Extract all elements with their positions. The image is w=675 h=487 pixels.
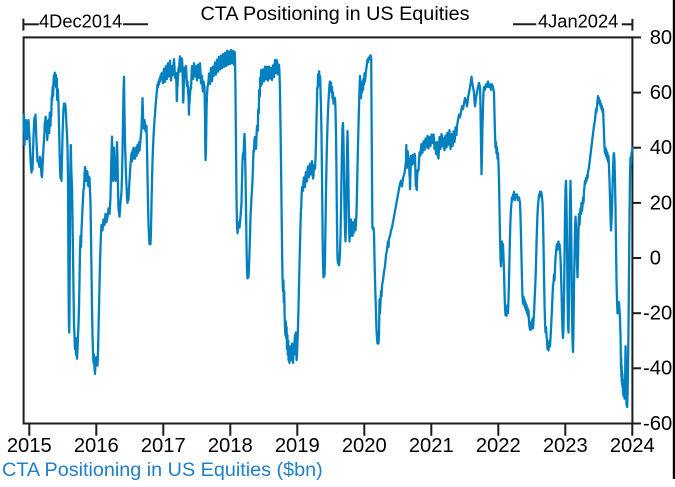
svg-text:4Dec2014: 4Dec2014: [39, 10, 122, 31]
svg-text:60: 60: [650, 82, 672, 104]
svg-text:2018: 2018: [208, 435, 253, 457]
svg-text:2017: 2017: [141, 435, 186, 457]
svg-text:40: 40: [650, 137, 672, 159]
svg-text:-20: -20: [643, 303, 672, 325]
svg-text:2015: 2015: [7, 435, 52, 457]
svg-text:CTA Positioning in US Equities: CTA Positioning in US Equities ($bn): [2, 459, 323, 481]
svg-text:0: 0: [650, 247, 661, 269]
svg-text:2021: 2021: [409, 435, 454, 457]
svg-text:20: 20: [650, 192, 672, 214]
svg-text:2019: 2019: [275, 435, 320, 457]
svg-text:2024: 2024: [610, 435, 655, 457]
svg-text:-40: -40: [643, 358, 672, 380]
svg-text:80: 80: [650, 27, 672, 49]
svg-text:2022: 2022: [476, 435, 521, 457]
svg-text:2016: 2016: [74, 435, 119, 457]
svg-text:CTA Positioning in US Equities: CTA Positioning in US Equities: [200, 3, 469, 25]
svg-text:2020: 2020: [342, 435, 387, 457]
svg-text:-60: -60: [643, 413, 672, 435]
svg-text:4Jan2024: 4Jan2024: [538, 10, 618, 31]
svg-text:2023: 2023: [543, 435, 588, 457]
